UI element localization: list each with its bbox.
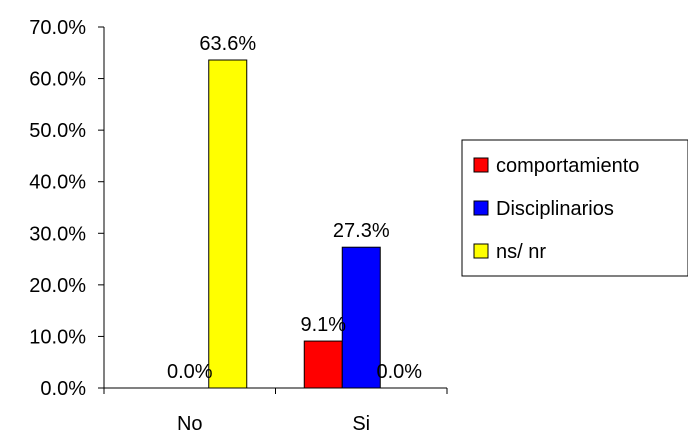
legend-label: comportamiento [496,155,639,177]
data-labels: 0.0% 63.6% 9.1% 27.3% 0.0% [167,33,422,383]
data-label: 27.3% [333,220,390,242]
bar [303,340,343,389]
y-tick-label: 0.0% [40,378,86,400]
y-axis: 0.0% 10.0% 20.0% 30.0% 40.0% 50.0% 60.0% 70.0% [29,17,105,400]
legend-swatch [473,157,489,173]
y-tick-label: 20.0% [29,275,86,297]
y-tick-label: 50.0% [29,120,86,142]
legend-box [461,139,688,277]
x-tick-label: Si [352,413,370,435]
legend: comportamiento Disciplinarios ns/ nr [461,139,688,277]
data-label: 0.0% [376,361,422,383]
legend-label: ns/ nr [496,241,546,263]
y-tick-label: 30.0% [29,223,86,245]
legend-swatch [473,200,489,216]
legend-label: Disciplinarios [496,198,614,220]
data-label: 0.0% [167,361,213,383]
bars [208,59,381,389]
bar [208,59,248,389]
y-tick-label: 40.0% [29,172,86,194]
y-tick-label: 60.0% [29,69,86,91]
x-tick-label: No [177,413,203,435]
data-label: 63.6% [199,33,256,55]
x-axis: No Si [103,387,448,435]
y-tick-label: 70.0% [29,17,86,39]
bar [341,246,381,389]
data-label: 9.1% [300,314,346,336]
y-tick-label: 10.0% [29,326,86,348]
legend-swatch [473,243,489,259]
